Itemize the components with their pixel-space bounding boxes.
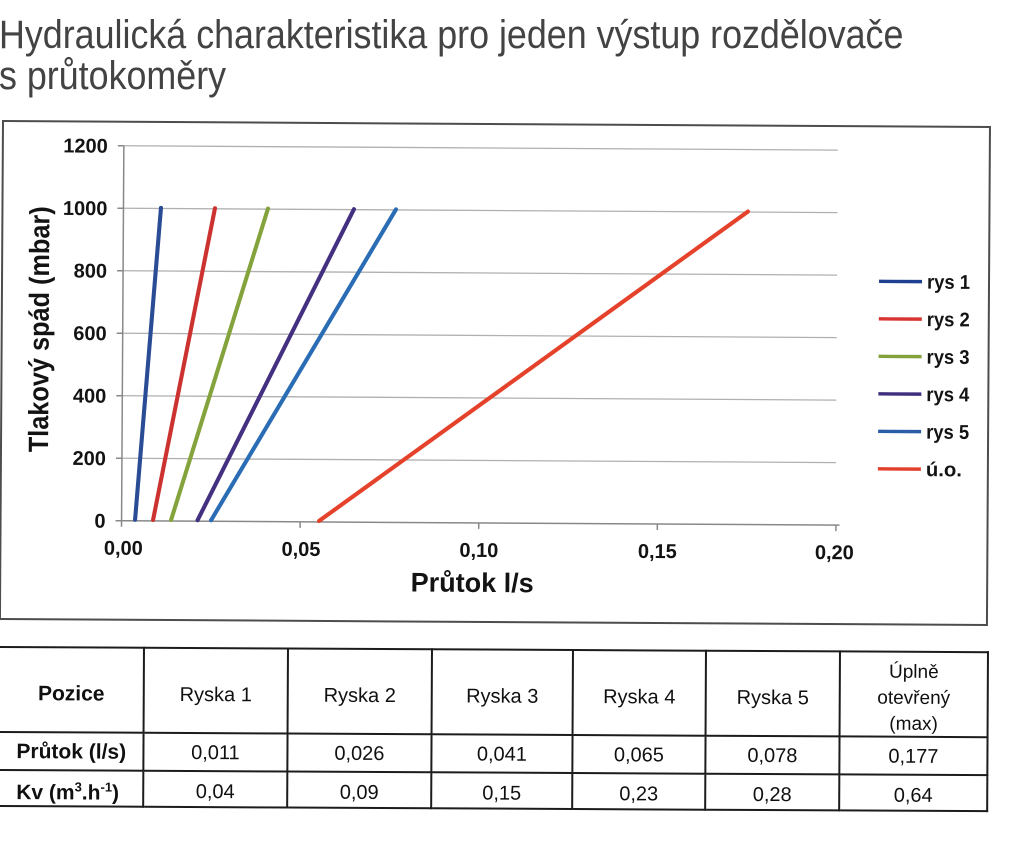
svg-text:0,00: 0,00 [104, 538, 143, 560]
svg-text:Tlakový spád (mbar): Tlakový spád (mbar) [23, 206, 56, 452]
svg-text:rys 5: rys 5 [926, 422, 969, 444]
svg-text:rys 3: rys 3 [926, 347, 969, 369]
svg-text:600: 600 [73, 323, 107, 345]
svg-text:0,10: 0,10 [459, 540, 498, 562]
svg-text:rys 1: rys 1 [927, 272, 970, 294]
svg-text:200: 200 [72, 448, 106, 470]
svg-text:rys 2: rys 2 [927, 309, 970, 331]
svg-text:400: 400 [73, 385, 107, 407]
svg-text:Průtok l/s: Průtok l/s [411, 568, 534, 599]
svg-text:0,05: 0,05 [281, 539, 320, 561]
svg-text:800: 800 [74, 260, 108, 282]
svg-text:1200: 1200 [63, 135, 108, 157]
svg-text:0,20: 0,20 [815, 542, 854, 564]
svg-text:rys 4: rys 4 [926, 384, 970, 406]
svg-text:0: 0 [94, 511, 105, 533]
svg-text:0,15: 0,15 [638, 541, 677, 563]
svg-text:ú.o.: ú.o. [926, 459, 962, 481]
svg-text:1000: 1000 [63, 198, 108, 220]
